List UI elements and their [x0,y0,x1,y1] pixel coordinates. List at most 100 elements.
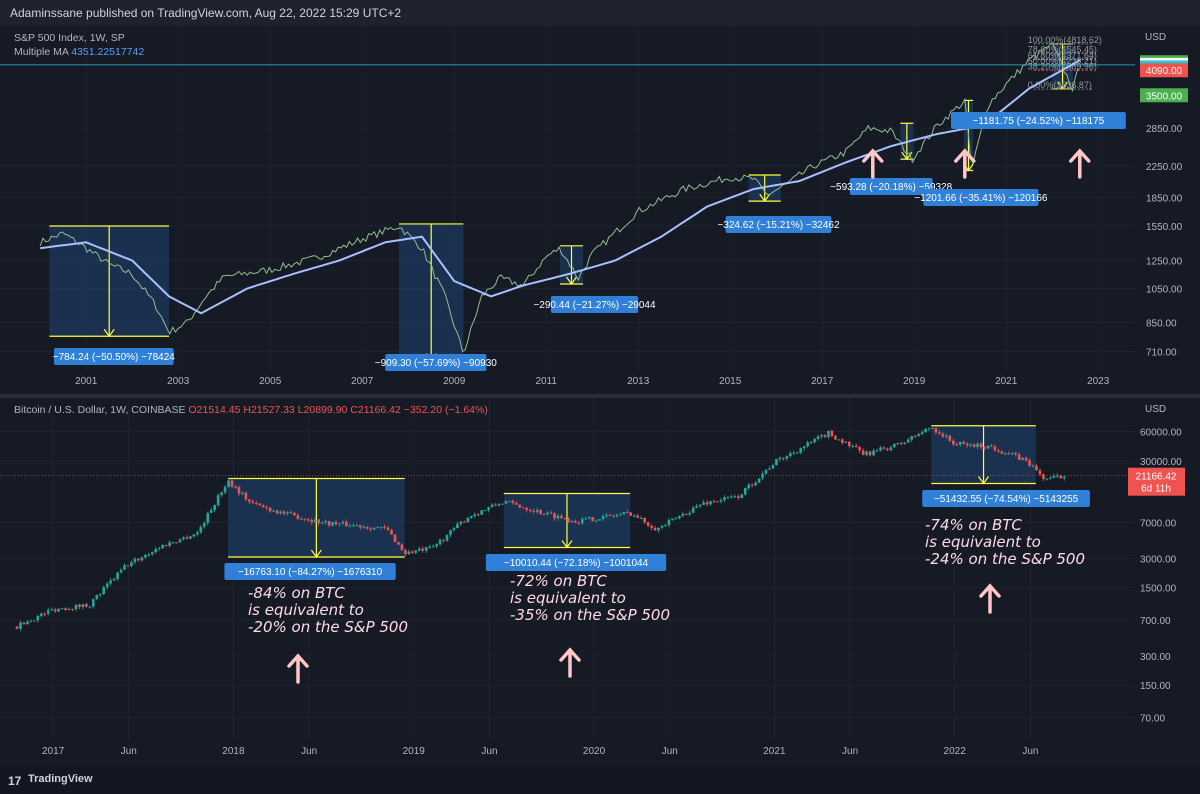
btc-candle-body [494,504,497,506]
btc-y-tick: 60000.00 [1140,428,1182,439]
btc-candle-body [463,521,466,523]
btc-candle-body [293,512,296,516]
btc-x-tick: 2022 [944,746,967,757]
btc-candle-body [574,520,577,523]
btc-candle-body [560,515,563,519]
btc-candle-body [965,443,969,446]
pane-divider[interactable] [0,394,1200,398]
btc-candle-body [553,513,556,519]
btc-candle-body [1062,476,1066,479]
btc-candle-body [698,504,702,506]
btc-up-arrow-icon [979,583,1001,614]
btc-candle-body [525,507,529,510]
btc-annotation-text: is equivalent to [248,601,364,619]
btc-candle-body [508,500,511,502]
btc-candle-body [882,447,886,449]
btc-pane[interactable]: −16763.10 (−84.27%) −1676310 −10010.44 (−… [0,398,1200,766]
sp-ma-line [40,59,1081,315]
btc-candle-body [608,514,612,516]
btc-candle-body [456,523,459,529]
btc-annotation-text: is equivalent to [510,589,626,607]
btc-candle-body [768,468,771,470]
btc-candle-body [362,527,366,529]
tradingview-logo-icon[interactable]: 17 [8,774,22,788]
btc-candle-body [178,539,182,543]
btc-candle-body [92,599,95,607]
btc-candle-body [820,435,823,437]
btc-candle-body [64,608,67,610]
btc-candle-body [213,505,216,511]
btc-y-tick: 30000.00 [1140,457,1182,468]
btc-candle-body [899,443,903,445]
btc-candle-body [164,544,168,546]
btc-candle-body [365,527,369,529]
btc-candle-body [466,517,470,523]
btc-candle-body [78,604,81,607]
btc-candle-body [889,447,893,451]
btc-candle-body [449,529,452,535]
btc-candle-body [792,452,796,454]
btc-candle-body [19,622,22,629]
btc-candle-body [515,502,518,505]
btc-candle-body [182,537,185,540]
btc-chart[interactable]: −16763.10 (−84.27%) −1676310 −10010.44 (−… [0,398,1200,766]
btc-candle-body [338,523,341,525]
btc-candle-body [730,496,733,498]
btc-candle-body [979,443,983,448]
btc-candle-body [712,501,716,503]
btc-candle-body [660,525,664,528]
btc-candle-body [546,512,549,515]
sp-drawdown-label-bg [54,348,174,365]
sp-x-tick: 2023 [1087,376,1110,387]
btc-candle-body [681,513,685,516]
sp500-pane[interactable]: 100.00%(4818.62) 78.60%(4545.45) 61.80%(43… [0,26,1200,394]
sp-drawdown-label: −593.28 (−20.18%) −59328 [830,182,952,193]
btc-candle-body [1000,451,1004,454]
btc-candle-body [858,447,861,451]
btc-candle-body [549,512,553,514]
btc-candle-body [532,510,536,513]
btc-candle-body [303,518,307,520]
sp500-title: S&P 500 Index, 1W, SP [14,32,125,44]
btc-candle-body [137,558,140,561]
btc-candle-body [88,606,92,608]
btc-candle-body [875,450,879,452]
btc-candle-body [993,446,997,451]
btc-candle-body [917,434,920,437]
btc-candle-body [352,525,355,527]
publisher-bar: Adaminssane published on TradingView.com… [0,0,1200,26]
btc-candle-body [216,495,220,506]
btc-candle-body [684,513,688,515]
btc-candle-body [827,430,830,438]
btc-candle-body [126,565,130,567]
ma-name: Multiple MA [14,46,69,58]
btc-candle-body [802,446,806,449]
btc-candle-body [227,480,230,487]
btc-drawdown-label-bg [922,490,1090,507]
sp500-chart[interactable]: 100.00%(4818.62)78.60%(4545.45)61.80%(43… [0,26,1200,394]
btc-candle-body [924,428,927,433]
btc-countdown: 6d 11h [1141,484,1171,495]
brand-label[interactable]: TradingView [28,773,93,785]
sp-drawdown-label: −784.24 (−50.50%) −78424 [53,352,175,363]
btc-candle-body [424,547,428,551]
btc-x-tick: Jun [842,746,858,757]
btc-candle-body [254,503,258,505]
btc-candle-body [782,457,785,459]
btc-candle-body [896,443,900,445]
btc-candle-body [591,517,594,522]
btc-candle-body [775,459,778,466]
sp-up-arrow-icon [1069,148,1091,179]
btc-close: C21166.42 [350,404,401,416]
btc-candle-body [26,621,29,625]
btc-candle-body [206,512,210,523]
sp-y-tick: 2250.00 [1146,162,1183,173]
btc-candle-body [445,534,449,541]
btc-x-tick: 2017 [42,746,65,757]
btc-candle-body [719,500,723,502]
btc-candle-body [279,511,282,514]
btc-candle-body [196,532,199,535]
btc-drawdown-label-bg [485,554,667,571]
btc-candle-body [397,542,400,545]
btc-candle-body [969,444,972,446]
